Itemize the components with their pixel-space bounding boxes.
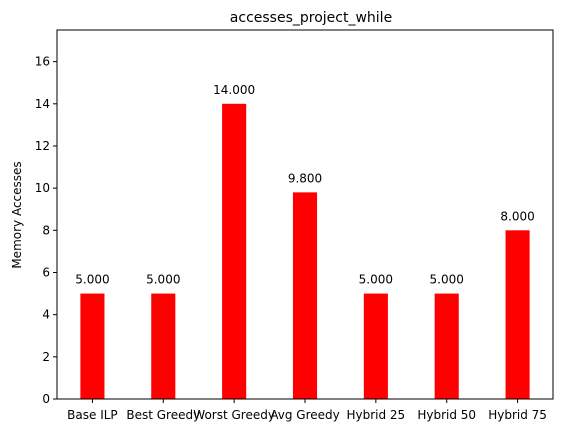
bar xyxy=(222,103,247,400)
y-tick-label: 6 xyxy=(42,265,50,279)
y-tick-label: 10 xyxy=(35,181,50,195)
x-tick-label: Base ILP xyxy=(67,408,118,422)
data-label: 9.800 xyxy=(288,171,322,185)
x-tick-label: Hybrid 25 xyxy=(346,408,405,422)
y-axis-label: Memory Accesses xyxy=(10,161,24,268)
x-tick-label: Hybrid 75 xyxy=(488,408,547,422)
x-tick-label: Hybrid 50 xyxy=(417,408,476,422)
y-tick-label: 4 xyxy=(42,308,50,322)
bar xyxy=(363,293,388,399)
bar xyxy=(151,293,176,399)
data-label: 14.000 xyxy=(213,83,255,97)
y-tick-label: 0 xyxy=(42,392,50,406)
bar xyxy=(434,293,459,399)
bar xyxy=(80,293,105,399)
y-tick-label: 16 xyxy=(35,55,50,69)
plot-area: 5.000 5.000 14.000 9.800 5.000 5.000 8.000 0 2 4 6… xyxy=(35,29,554,422)
x-tick-label: Avg Greedy xyxy=(270,408,340,422)
x-tick-label: Worst Greedy xyxy=(193,408,275,422)
x-tick-label: Best Greedy xyxy=(126,408,200,422)
data-label: 5.000 xyxy=(359,273,393,287)
y-tick-label: 2 xyxy=(42,350,50,364)
bar xyxy=(505,230,530,399)
y-tick-label: 8 xyxy=(42,223,50,237)
data-label: 5.000 xyxy=(75,273,109,287)
y-tick-label: 12 xyxy=(35,139,50,153)
chart-title: accesses_project_while xyxy=(230,10,392,26)
data-label: 8.000 xyxy=(500,209,534,223)
data-label: 5.000 xyxy=(146,273,180,287)
y-tick-label: 14 xyxy=(35,97,50,111)
bar xyxy=(292,192,318,399)
data-label: 5.000 xyxy=(430,273,464,287)
